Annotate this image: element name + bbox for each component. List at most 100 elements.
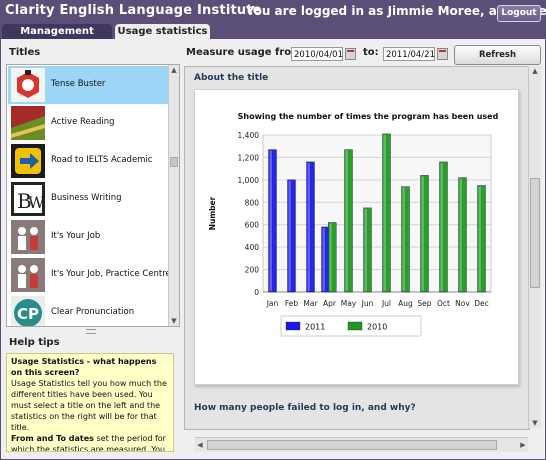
login-message: You are logged in as Jimmie Moree, a tea… bbox=[246, 4, 546, 18]
x-tick-label: Oct bbox=[437, 299, 450, 308]
svg-text:CP: CP bbox=[17, 305, 39, 323]
bar-highlight bbox=[364, 208, 367, 291]
usage-bar-chart: Showing the number of times the program … bbox=[208, 112, 499, 337]
bar-2011-Mar bbox=[306, 161, 315, 293]
from-date-input[interactable]: 2010/04/01 bbox=[291, 47, 343, 61]
scroll-up-arrow-icon[interactable]: ▲ bbox=[532, 67, 538, 75]
help-title: Usage Statistics - what happens on this … bbox=[11, 357, 157, 377]
y-tick-label: 1,000 bbox=[238, 176, 260, 185]
active-reading-icon bbox=[11, 106, 45, 140]
calendar-icon[interactable] bbox=[345, 48, 356, 60]
list-item-label: It's Your Job bbox=[51, 231, 101, 241]
x-tick-label: Dec bbox=[474, 299, 489, 308]
bar-2010-Sep bbox=[420, 175, 429, 293]
help-body: Usage Statistics tell you how much the d… bbox=[11, 379, 167, 432]
bar-highlight bbox=[329, 223, 332, 291]
bar-highlight bbox=[440, 162, 443, 291]
x-tick-label: Jul bbox=[381, 299, 391, 308]
bar-highlight bbox=[345, 150, 348, 291]
bar-highlight bbox=[269, 150, 272, 291]
bar-highlight bbox=[322, 227, 325, 291]
refresh-statistics-button[interactable]: Refresh Statistics bbox=[454, 45, 541, 78]
x-tick-label: Feb bbox=[285, 299, 299, 308]
x-tick-label: Jan bbox=[266, 299, 279, 308]
bar-highlight bbox=[288, 180, 291, 291]
list-item-label: Active Reading bbox=[51, 117, 115, 127]
list-item-tense-buster[interactable]: Tense Buster bbox=[8, 66, 168, 104]
list-item-its-your-job[interactable]: It's Your Job bbox=[8, 218, 168, 256]
failed-login-heading: How many people failed to log in, and wh… bbox=[194, 403, 416, 413]
y-tick-label: 800 bbox=[245, 198, 260, 207]
scroll-thumb[interactable] bbox=[530, 178, 540, 288]
bar-highlight bbox=[421, 176, 424, 291]
scroll-down-arrow-icon[interactable]: ▼ bbox=[171, 317, 177, 325]
bar-highlight bbox=[402, 187, 405, 291]
help-body-2: set the period for which the statistics … bbox=[11, 434, 166, 452]
road-to-ielts-icon bbox=[11, 144, 45, 178]
main-content: Titles Tense Buster Active Reading Road … bbox=[1, 39, 545, 459]
bar-2010-Oct bbox=[439, 161, 448, 293]
bar-highlight bbox=[459, 178, 462, 291]
tab-bar: Management Centre Usage statistics bbox=[0, 24, 546, 52]
bar-highlight bbox=[383, 134, 386, 291]
titles-scrollbar[interactable]: ▲ ▼ bbox=[168, 65, 179, 326]
list-item-active-reading[interactable]: Active Reading bbox=[8, 104, 168, 142]
y-tick-label: 400 bbox=[245, 243, 260, 252]
bar-2010-Nov bbox=[458, 177, 467, 293]
tense-buster-icon bbox=[11, 68, 45, 102]
list-item-road-to-ielts[interactable]: Road to IELTS Academic bbox=[8, 142, 168, 180]
bar-2010-May bbox=[344, 149, 353, 293]
titles-list: Tense Buster Active Reading Road to IELT… bbox=[6, 64, 180, 327]
panel-horizontal-scrollbar[interactable]: ◀ ▶ bbox=[195, 437, 528, 452]
x-tick-label: Apr bbox=[323, 299, 337, 308]
list-item-label: It's Your Job, Practice Centre bbox=[51, 269, 171, 279]
list-item-label: Tense Buster bbox=[51, 79, 106, 89]
to-date-input[interactable]: 2011/04/21 bbox=[383, 47, 435, 61]
x-tick-label: Mar bbox=[303, 299, 318, 308]
scroll-thumb[interactable] bbox=[170, 157, 178, 167]
header-bar: Clarity English Language Institute You a… bbox=[0, 0, 546, 24]
y-axis-label: Number bbox=[208, 196, 217, 230]
list-item-label: Business Writing bbox=[51, 193, 122, 203]
bar-2010-Apr bbox=[328, 222, 337, 293]
calendar-icon[interactable] bbox=[437, 48, 448, 60]
chart-title: Showing the number of times the program … bbox=[238, 112, 499, 121]
scroll-up-arrow-icon[interactable]: ▲ bbox=[171, 66, 177, 74]
help-heading: Help tips bbox=[9, 337, 60, 348]
help-bold-term: From and To dates bbox=[11, 434, 94, 443]
resize-grip-icon[interactable] bbox=[86, 329, 96, 334]
legend-label: 2010 bbox=[367, 323, 387, 332]
panel-scrollbar[interactable]: ▲ ▼ bbox=[528, 66, 541, 428]
y-tick-label: 1,400 bbox=[238, 131, 260, 140]
y-tick-label: 0 bbox=[254, 288, 259, 297]
x-tick-label: Nov bbox=[455, 299, 470, 308]
clear-pronunciation-icon: CP bbox=[11, 296, 45, 326]
scroll-left-arrow-icon[interactable]: ◀ bbox=[197, 441, 203, 449]
bar-2011-Jan bbox=[268, 149, 277, 293]
its-your-job-practice-icon bbox=[11, 258, 45, 292]
logout-button[interactable]: Logout bbox=[497, 5, 541, 22]
tab-management-centre[interactable]: Management Centre bbox=[2, 24, 112, 52]
scroll-thumb[interactable] bbox=[207, 440, 497, 450]
bar-2010-Aug bbox=[401, 186, 410, 293]
to-label: to: bbox=[363, 47, 379, 58]
scroll-right-arrow-icon[interactable]: ▶ bbox=[520, 441, 526, 449]
legend-swatch bbox=[285, 321, 301, 331]
svg-text:B: B bbox=[17, 189, 32, 213]
legend-swatch bbox=[347, 321, 363, 331]
x-tick-label: Sep bbox=[417, 299, 431, 308]
x-tick-label: Aug bbox=[398, 299, 413, 308]
tab-usage-statistics[interactable]: Usage statistics bbox=[115, 24, 210, 39]
list-item-label: Road to IELTS Academic bbox=[51, 155, 153, 165]
statistics-panel: About the title Showing the number of ti… bbox=[184, 66, 530, 430]
list-item-its-your-job-practice[interactable]: It's Your Job, Practice Centre bbox=[8, 256, 171, 294]
its-your-job-icon bbox=[11, 220, 45, 254]
scroll-down-arrow-icon[interactable]: ▼ bbox=[532, 419, 538, 427]
x-tick-label: May bbox=[341, 299, 357, 308]
bar-2010-Jul bbox=[382, 133, 391, 293]
list-item-label: Clear Pronunciation bbox=[51, 307, 135, 317]
list-item-clear-pronunciation[interactable]: CP Clear Pronunciation bbox=[8, 294, 168, 326]
titles-heading: Titles bbox=[9, 47, 41, 58]
